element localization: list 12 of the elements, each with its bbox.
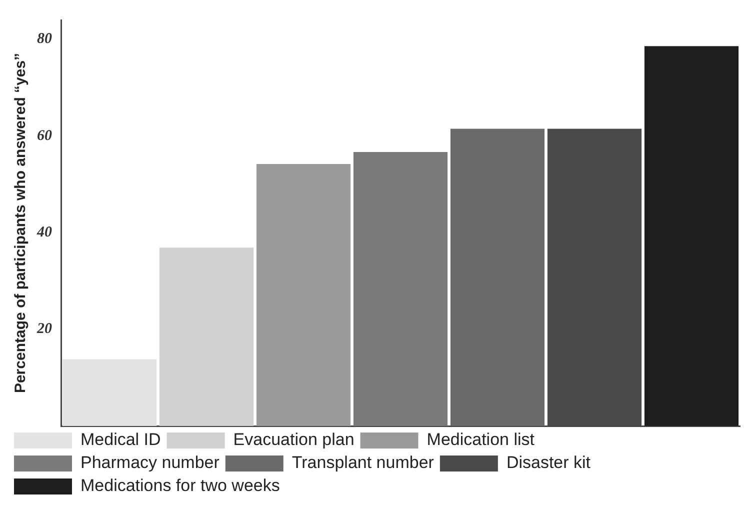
y-axis-title: Percentage of participants who answered “yes”: [12, 52, 30, 394]
legend-label: Medical ID: [80, 430, 161, 450]
legend-label: Pharmacy number: [80, 453, 220, 472]
legend-label: Transplant number: [292, 453, 434, 472]
y-tick-label: 40: [36, 224, 52, 241]
legend-label: Disaster kit: [506, 453, 591, 472]
y-tick-label: 60: [37, 128, 52, 144]
y-tick-label: 80: [37, 31, 52, 48]
legend-label: Medication list: [426, 430, 535, 450]
y-tick-label: 20: [36, 321, 52, 338]
legend-label: Medications for two weeks: [80, 476, 280, 496]
legend-label: Evacuation plan: [233, 430, 354, 450]
